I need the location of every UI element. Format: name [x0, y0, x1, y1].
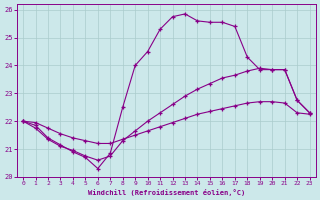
X-axis label: Windchill (Refroidissement éolien,°C): Windchill (Refroidissement éolien,°C)	[88, 189, 245, 196]
